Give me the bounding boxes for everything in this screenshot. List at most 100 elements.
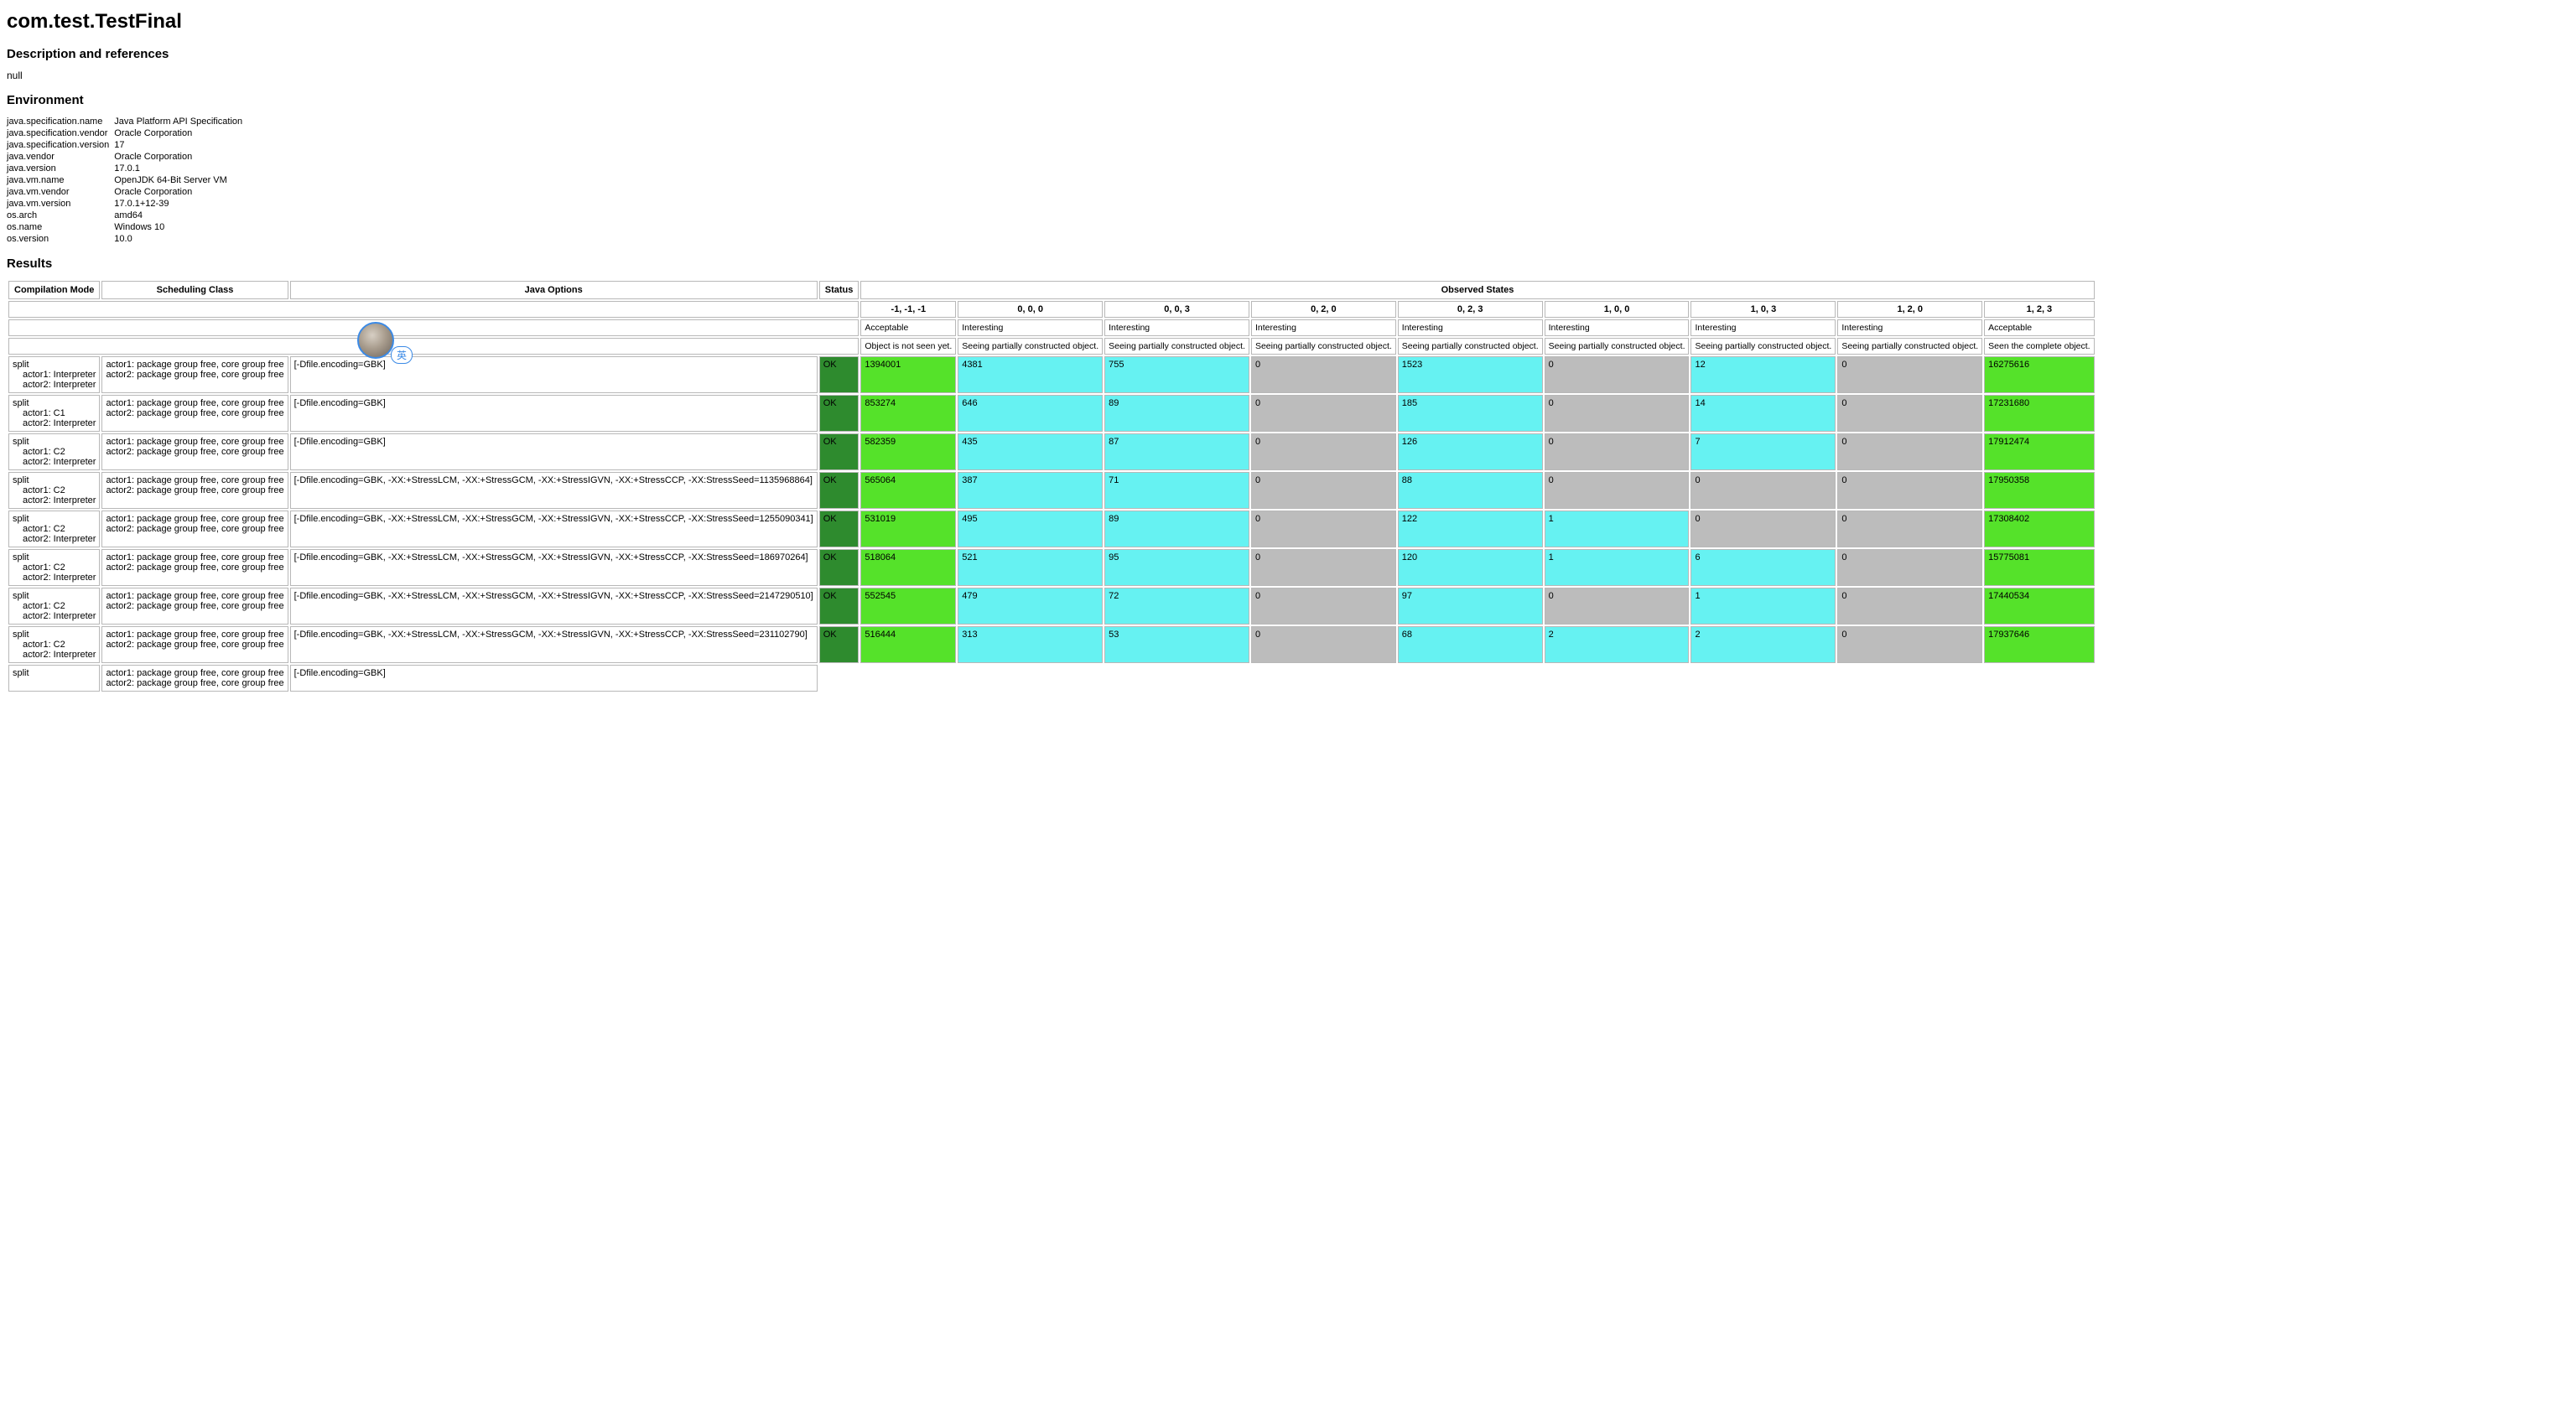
java-options: [-Dfile.encoding=GBK] <box>290 356 818 393</box>
env-value: OpenJDK 64-Bit Server VM <box>114 174 247 186</box>
observed-count: 122 <box>1398 511 1543 547</box>
observed-count: 4381 <box>958 356 1103 393</box>
ime-avatar-overlay[interactable]: 英 <box>357 322 413 359</box>
observed-count: 17308402 <box>1984 511 2094 547</box>
table-row: splitactor1: C2actor2: Interpreteractor1… <box>8 472 2095 509</box>
observed-count: 516444 <box>860 626 956 663</box>
observed-count: 495 <box>958 511 1103 547</box>
observed-count: 1523 <box>1398 356 1543 393</box>
cell: 0, 2, 0 <box>1251 301 1396 318</box>
observed-count: 68 <box>1398 626 1543 663</box>
cell: 0, 0, 3 <box>1104 301 1249 318</box>
env-row: java.specification.nameJava Platform API… <box>7 116 247 127</box>
cell <box>8 301 859 318</box>
java-options: [-Dfile.encoding=GBK, -XX:+StressLCM, -X… <box>290 588 818 625</box>
env-row: os.version10.0 <box>7 233 247 245</box>
observed-count: 14 <box>1690 395 1836 432</box>
observed-count: 12 <box>1690 356 1836 393</box>
table-row: splitactor1: C2actor2: Interpreteractor1… <box>8 433 2095 470</box>
observed-count: 0 <box>1837 549 1982 586</box>
table-row: splitactor1: C2actor2: Interpreteractor1… <box>8 626 2095 663</box>
observed-count: 0 <box>1251 511 1396 547</box>
observed-count: 71 <box>1104 472 1249 509</box>
status-badge: OK <box>819 356 860 393</box>
table-row: splitactor1: C2actor2: Interpreteractor1… <box>8 511 2095 547</box>
observed-count: 0 <box>1837 588 1982 625</box>
ime-language-badge[interactable]: 英 <box>391 346 413 364</box>
observed-count: 552545 <box>860 588 956 625</box>
observed-count: 0 <box>1837 395 1982 432</box>
env-row: java.vm.version17.0.1+12-39 <box>7 198 247 210</box>
cell: 1, 0, 0 <box>1545 301 1690 318</box>
cell: 0, 0, 0 <box>958 301 1103 318</box>
environment-heading: Environment <box>7 93 2569 107</box>
description-heading: Description and references <box>7 47 2569 61</box>
env-row: os.nameWindows 10 <box>7 221 247 233</box>
observed-count: 72 <box>1104 588 1249 625</box>
compilation-mode: splitactor1: C2actor2: Interpreter <box>8 549 100 586</box>
observed-count: 17912474 <box>1984 433 2094 470</box>
cell: Seeing partially constructed object. <box>1545 338 1690 355</box>
table-row: splitactor1: package group free, core gr… <box>8 665 2095 692</box>
observed-count: 1 <box>1545 549 1690 586</box>
java-options: [-Dfile.encoding=GBK, -XX:+StressLCM, -X… <box>290 472 818 509</box>
observed-count: 646 <box>958 395 1103 432</box>
status-badge: OK <box>819 395 860 432</box>
observed-count: 17231680 <box>1984 395 2094 432</box>
java-options: [-Dfile.encoding=GBK, -XX:+StressLCM, -X… <box>290 549 818 586</box>
observed-count: 2 <box>1545 626 1690 663</box>
env-key: java.vm.name <box>7 174 114 186</box>
cell: Seeing partially constructed object. <box>1837 338 1982 355</box>
observed-count: 0 <box>1837 626 1982 663</box>
observed-count: 479 <box>958 588 1103 625</box>
observed-count: 0 <box>1837 356 1982 393</box>
observed-count: 17937646 <box>1984 626 2094 663</box>
observed-count: 0 <box>1545 356 1690 393</box>
observed-count: 0 <box>1251 356 1396 393</box>
env-row: java.vendorOracle Corporation <box>7 151 247 163</box>
scheduling-class: actor1: package group free, core group f… <box>101 665 288 692</box>
compilation-mode: splitactor1: C2actor2: Interpreter <box>8 433 100 470</box>
table-row: splitactor1: C2actor2: Interpreteractor1… <box>8 549 2095 586</box>
observed-count: 531019 <box>860 511 956 547</box>
observed-count: 97 <box>1398 588 1543 625</box>
observed-count: 853274 <box>860 395 956 432</box>
observed-count: 0 <box>1251 472 1396 509</box>
compilation-mode: splitactor1: Interpreteractor2: Interpre… <box>8 356 100 393</box>
status-badge: OK <box>819 626 860 663</box>
observed-count: 89 <box>1104 511 1249 547</box>
observed-count: 0 <box>1545 433 1690 470</box>
observed-count: 0 <box>1690 472 1836 509</box>
cell: 0, 2, 3 <box>1398 301 1543 318</box>
observed-count: 1394001 <box>860 356 956 393</box>
observed-count: 0 <box>1545 395 1690 432</box>
status-badge: OK <box>819 511 860 547</box>
env-row: java.vm.nameOpenJDK 64-Bit Server VM <box>7 174 247 186</box>
observed-count: 17950358 <box>1984 472 2094 509</box>
cell: Seeing partially constructed object. <box>1104 338 1249 355</box>
observed-count: 0 <box>1251 433 1396 470</box>
env-value: 17 <box>114 139 247 151</box>
java-options: [-Dfile.encoding=GBK] <box>290 433 818 470</box>
observed-count: 0 <box>1251 626 1396 663</box>
observed-count: 7 <box>1690 433 1836 470</box>
env-row: java.vm.vendorOracle Corporation <box>7 186 247 198</box>
cell <box>8 338 859 355</box>
env-key: os.name <box>7 221 114 233</box>
results-table: Compilation ModeScheduling ClassJava Opt… <box>7 279 2096 693</box>
scheduling-class: actor1: package group free, core group f… <box>101 395 288 432</box>
env-value: amd64 <box>114 210 247 221</box>
env-value: Java Platform API Specification <box>114 116 247 127</box>
cell <box>8 319 859 336</box>
java-options: [-Dfile.encoding=GBK, -XX:+StressLCM, -X… <box>290 626 818 663</box>
compilation-mode: splitactor1: C2actor2: Interpreter <box>8 511 100 547</box>
observed-count: 0 <box>1251 549 1396 586</box>
env-value: Oracle Corporation <box>114 127 247 139</box>
col-header: Scheduling Class <box>101 281 288 299</box>
observed-count: 126 <box>1398 433 1543 470</box>
observed-count: 89 <box>1104 395 1249 432</box>
cell: Seeing partially constructed object. <box>1251 338 1396 355</box>
observed-count: 0 <box>1837 433 1982 470</box>
col-header: Java Options <box>290 281 818 299</box>
cell: Seeing partially constructed object. <box>1690 338 1836 355</box>
